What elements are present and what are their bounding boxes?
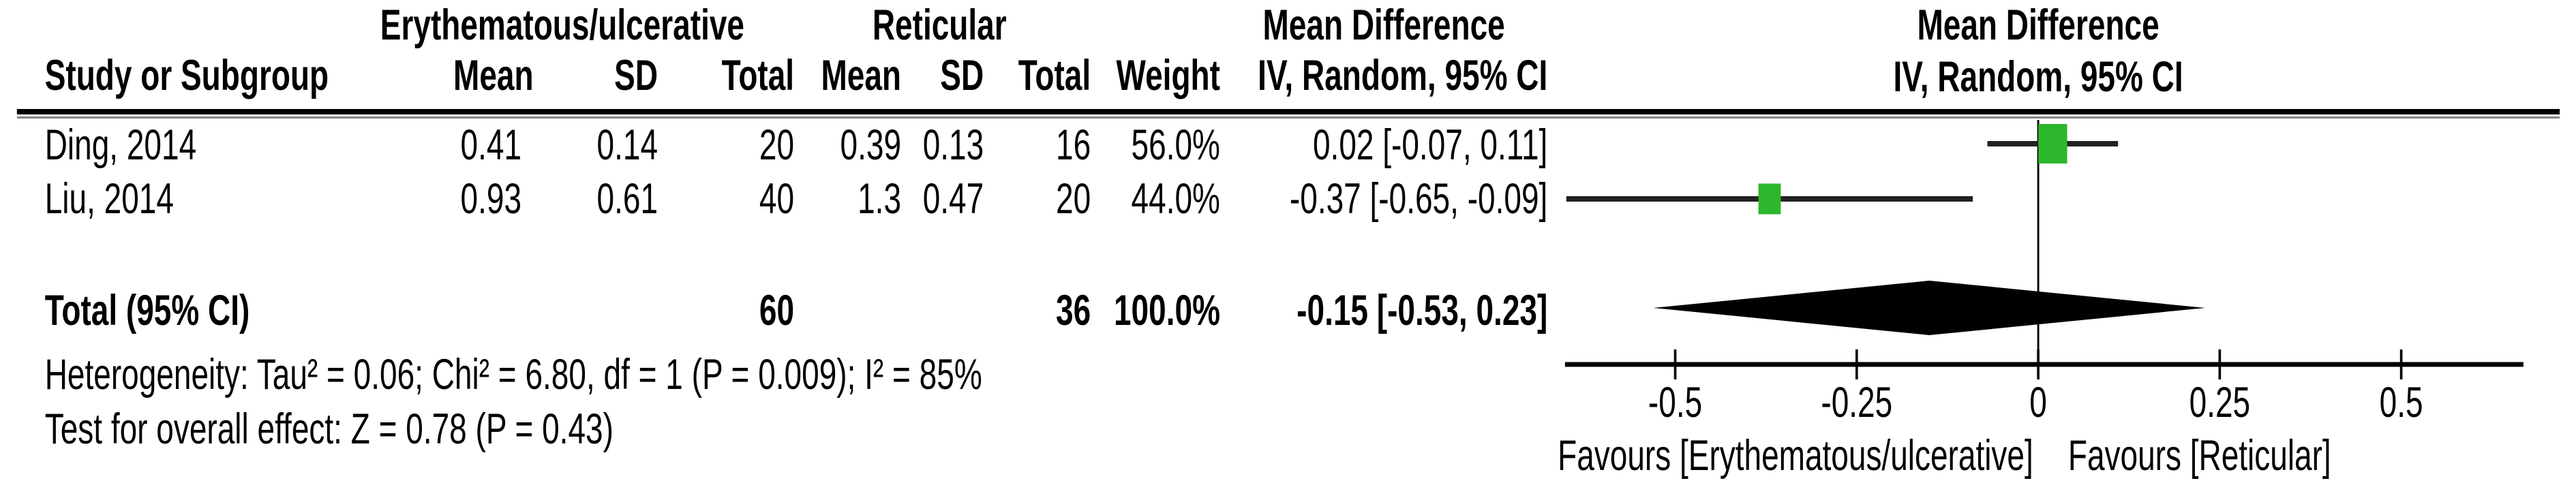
col-header-sd-2: SD	[940, 52, 984, 99]
sd-1-value: 0.14	[596, 121, 658, 169]
study-row-liu: Liu, 2014 0.93 0.61 40 1.3 0.47 20 44.0%…	[0, 172, 1548, 226]
col-header-mean-2: Mean	[821, 52, 902, 99]
mean-1-value: 0.41	[460, 121, 522, 169]
weight-value: 56.0%	[1131, 121, 1220, 169]
col-header-sd-1: SD	[614, 52, 658, 99]
col-header-mean-1: Mean	[453, 52, 534, 99]
sd-2-value: 0.13	[922, 121, 984, 169]
ci-text: 0.02 [-0.07, 0.11]	[1312, 121, 1548, 169]
mean-2-value: 1.3	[858, 174, 902, 223]
total-diamond	[1653, 281, 2206, 335]
favours-left-label: Favours [Erythematous/ulcerative]	[1558, 431, 2033, 480]
axis-ticks	[1673, 349, 2403, 379]
axis-tick-label: -0.25	[1821, 378, 1892, 426]
axis-tick-labels: -0.5 -0.25 0 0.25 0.5	[1648, 378, 2423, 426]
mean-1-value: 0.93	[460, 174, 522, 223]
sd-2-value: 0.47	[922, 174, 984, 223]
study-name: Ding, 2014	[44, 121, 197, 169]
study-markers	[1566, 124, 2119, 215]
heterogeneity-note: Heterogeneity: Tau² = 0.06; Chi² = 6.80,…	[44, 351, 982, 399]
table-header: Erythematous/ulcerative Reticular Mean D…	[0, 0, 2576, 109]
col-header-ci: IV, Random, 95% CI	[1258, 52, 1548, 99]
overall-effect-note: Test for overall effect: Z = 0.78 (P = 0…	[44, 405, 613, 453]
group1-header: Erythematous/ulcerative	[380, 1, 745, 49]
favours-right-label: Favours [Reticular]	[2068, 431, 2331, 480]
total-2-value: 20	[1056, 174, 1091, 223]
axis-tick-label: 0	[2029, 378, 2047, 426]
total-1-value: 40	[759, 174, 795, 223]
study-marker	[2038, 124, 2067, 163]
axis-tick-label: 0.5	[2380, 378, 2423, 426]
group2-header: Reticular	[872, 1, 1007, 49]
mean-2-value: 0.39	[840, 121, 902, 169]
col-header-total-2: Total	[1018, 52, 1091, 99]
axis-tick-label: 0.25	[2189, 378, 2250, 426]
total-n-1: 60	[759, 286, 795, 334]
total-weight: 100.0%	[1113, 286, 1220, 334]
total-1-value: 20	[759, 121, 795, 169]
column-header-row: Study or Subgroup Mean SD Total Mean SD …	[0, 52, 1548, 99]
header-rule-bottom	[16, 116, 2560, 119]
col-header-study: Study or Subgroup	[44, 52, 329, 99]
sd-1-value: 0.61	[596, 174, 658, 223]
col-header-total-1: Total	[721, 52, 795, 99]
total-label: Total (95% CI)	[44, 286, 250, 334]
plot-header-line2: IV, Random, 95% CI	[1893, 53, 2183, 101]
md-column-header-line1: Mean Difference	[1262, 1, 1505, 49]
study-marker	[1758, 183, 1781, 215]
total-row: Total (95% CI) 60 36 100.0% -0.15 [-0.53…	[0, 285, 1548, 337]
header-rule-top	[16, 109, 2560, 114]
col-header-weight: Weight	[1116, 52, 1220, 99]
total-2-value: 16	[1056, 121, 1091, 169]
plot-header-line1: Mean Difference	[1917, 1, 2160, 49]
axis-tick-label: -0.5	[1648, 378, 1702, 426]
total-ci-text: -0.15 [-0.53, 0.23]	[1297, 286, 1548, 334]
weight-value: 44.0%	[1131, 174, 1220, 223]
study-name: Liu, 2014	[44, 174, 174, 223]
total-n-2: 36	[1056, 286, 1091, 334]
ci-text: -0.37 [-0.65, -0.09]	[1289, 174, 1548, 223]
study-row-ding: Ding, 2014 0.41 0.14 20 0.39 0.13 16 56.…	[0, 121, 1548, 169]
